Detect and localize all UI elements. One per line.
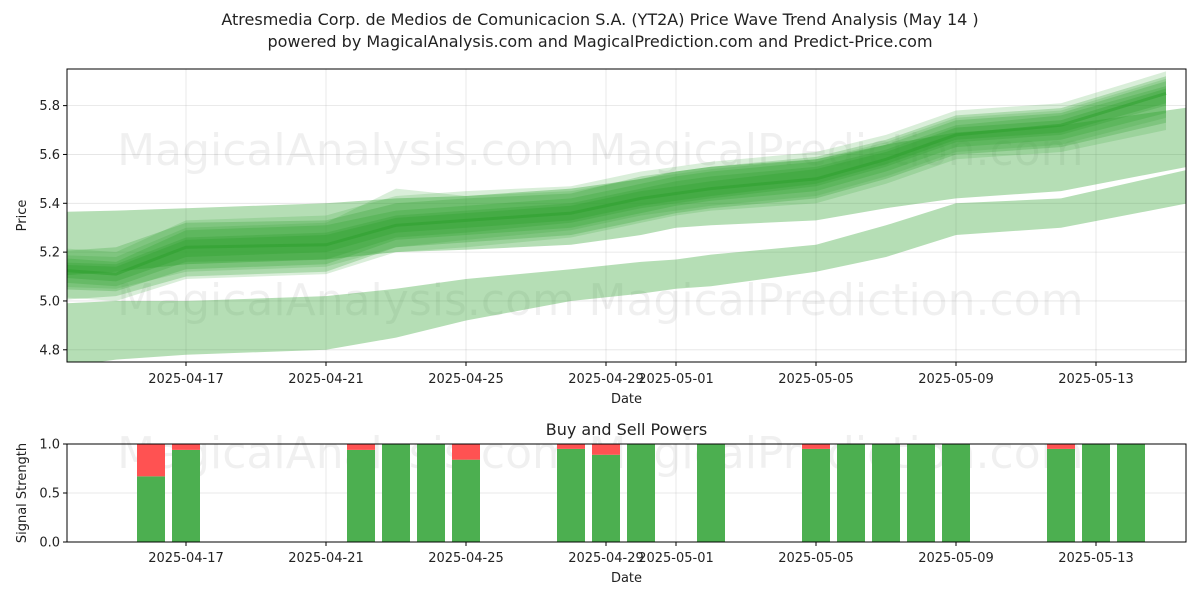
buy-bar-16 — [1082, 444, 1110, 542]
signal-xtick-label-2: 2025-04-25 — [428, 551, 504, 566]
price-band-4 — [67, 86, 1166, 287]
price-xtick-label-6: 2025-05-09 — [918, 372, 994, 387]
signal-ytick-label-2: 1.0 — [39, 438, 60, 453]
price-ytick-label-0: 4.8 — [39, 343, 60, 358]
price-ytick-label-1: 5.0 — [39, 294, 60, 309]
price-y-axis-label: Price — [15, 200, 30, 232]
signal-xtick-label-1: 2025-04-21 — [288, 551, 364, 566]
buy-bar-15 — [1047, 448, 1075, 542]
signal-ytick-label-0: 0.0 — [39, 536, 60, 551]
sell-bar-0 — [137, 444, 165, 477]
signal-x-axis-label: Date — [611, 571, 642, 586]
price-ytick-label-2: 5.2 — [39, 246, 60, 261]
watermark-2: MagicalAnalysis.com — [117, 275, 575, 326]
buy-bar-9 — [697, 444, 725, 542]
buy-bar-2 — [347, 449, 375, 542]
watermark-0: MagicalAnalysis.com — [117, 125, 575, 176]
sell-bar-2 — [347, 444, 375, 450]
signal-xtick-label-6: 2025-05-09 — [918, 551, 994, 566]
price-center-line — [67, 91, 1167, 276]
buy-bar-8 — [627, 444, 655, 542]
sell-bar-5 — [452, 444, 480, 460]
sell-bar-7 — [592, 444, 620, 455]
chart-subtitle: powered by MagicalAnalysis.com and Magic… — [267, 32, 933, 51]
price-ytick-label-5: 5.8 — [39, 99, 60, 114]
signal-xtick-label-7: 2025-05-13 — [1058, 551, 1134, 566]
price-ytick-label-4: 5.6 — [39, 148, 60, 163]
price-band-2 — [67, 76, 1166, 300]
price-xtick-label-0: 2025-04-17 — [148, 372, 224, 387]
price-band-5 — [67, 71, 1166, 301]
sell-bar-6 — [557, 444, 585, 449]
buy-bar-12 — [872, 444, 900, 542]
price-xtick-label-4: 2025-05-01 — [638, 372, 714, 387]
signal-xtick-label-5: 2025-05-05 — [778, 551, 854, 566]
chart-title: Atresmedia Corp. de Medios de Comunicaci… — [221, 10, 979, 29]
price-band-6 — [67, 78, 1166, 289]
signal-xtick-label-3: 2025-04-29 — [568, 551, 644, 566]
price-ytick-label-3: 5.4 — [39, 197, 60, 212]
watermark-3: MagicalPrediction.com — [589, 275, 1084, 326]
sell-bar-15 — [1047, 444, 1075, 449]
price-xtick-label-3: 2025-04-29 — [568, 372, 644, 387]
buy-bar-14 — [942, 444, 970, 542]
price-band-1 — [67, 107, 1186, 276]
signal-ytick-label-1: 0.5 — [39, 487, 60, 502]
signal-xtick-label-4: 2025-05-01 — [638, 551, 714, 566]
price-xtick-label-1: 2025-04-21 — [288, 372, 364, 387]
buy-bar-6 — [557, 448, 585, 542]
buy-bar-7 — [592, 454, 620, 542]
buy-bar-10 — [802, 448, 830, 542]
buy-bar-4 — [417, 444, 445, 542]
sell-bar-1 — [172, 444, 200, 450]
watermark-5: MagicalPrediction.com — [589, 428, 1084, 479]
price-axes-frame — [66, 68, 1187, 363]
buy-bar-3 — [382, 444, 410, 542]
price-bands — [67, 71, 1186, 362]
buy-bar-17 — [1117, 444, 1145, 542]
signal-y-axis-label: Signal Strength — [15, 443, 30, 543]
price-band-3 — [67, 81, 1166, 292]
price-x-axis-label: Date — [611, 392, 642, 407]
sell-bar-10 — [802, 444, 830, 449]
signal-title: Buy and Sell Powers — [546, 420, 708, 439]
buy-bar-1 — [172, 449, 200, 542]
buy-bar-0 — [137, 476, 165, 542]
price-band-7 — [67, 88, 1166, 282]
buy-bar-11 — [837, 444, 865, 542]
price-xtick-label-5: 2025-05-05 — [778, 372, 854, 387]
buy-bar-13 — [907, 444, 935, 542]
price-xtick-label-2: 2025-04-25 — [428, 372, 504, 387]
watermark-1: MagicalPrediction.com — [589, 125, 1084, 176]
price-band-0 — [67, 170, 1186, 362]
buy-bar-5 — [452, 459, 480, 542]
signal-xtick-label-0: 2025-04-17 — [148, 551, 224, 566]
price-xtick-label-7: 2025-05-13 — [1058, 372, 1134, 387]
